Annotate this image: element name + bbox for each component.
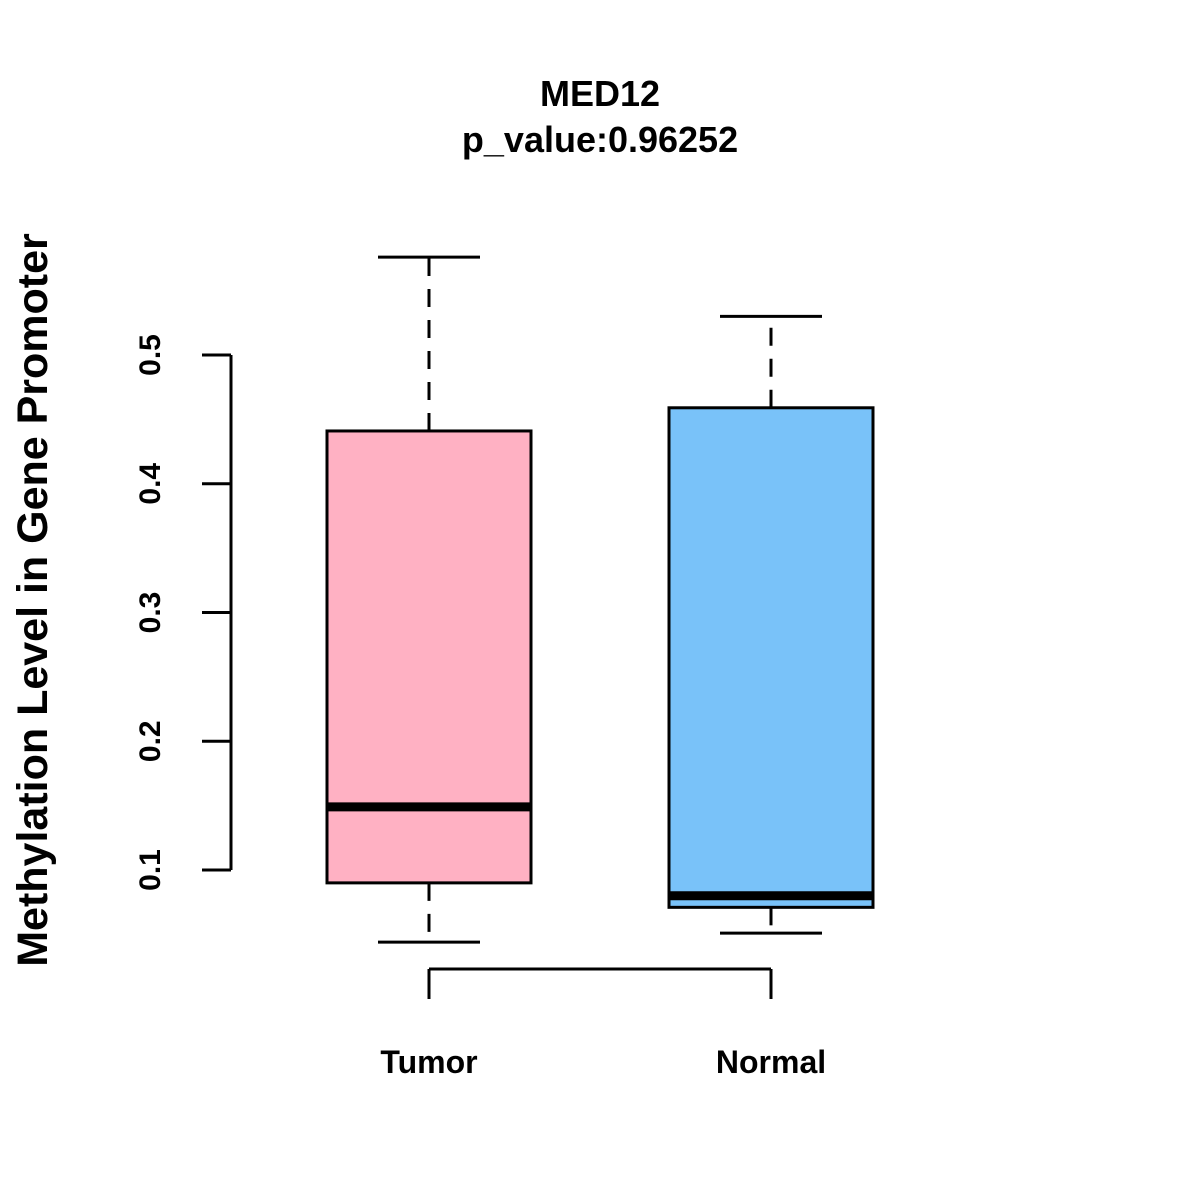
y-tick-label: 0.2	[134, 720, 167, 762]
chart-title: MED12	[540, 73, 660, 114]
y-tick-label: 0.1	[134, 849, 167, 891]
chart-subtitle: p_value:0.96252	[462, 119, 738, 160]
iqr-box	[667, 406, 875, 909]
x-tick-label: Normal	[716, 1044, 826, 1080]
x-axis: Tumor Normal	[380, 967, 826, 1080]
y-tick-label: 0.3	[134, 592, 167, 634]
y-axis-label: Methylation Level in Gene Promoter	[9, 233, 57, 967]
y-tick-label: 0.5	[134, 334, 167, 376]
y-tick-label: 0.4	[134, 463, 167, 505]
box-normal	[667, 314, 875, 935]
y-axis: 0.1 0.2 0.3 0.4 0.5	[134, 334, 233, 891]
boxes-group	[325, 255, 875, 944]
x-tick-label: Tumor	[380, 1044, 477, 1080]
box-tumor	[325, 255, 533, 944]
iqr-box	[325, 429, 533, 885]
